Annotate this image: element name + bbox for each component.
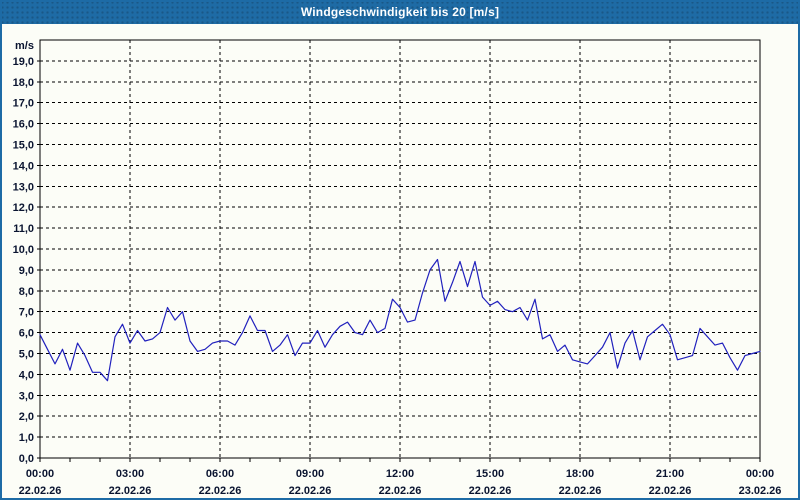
x-axis-time-label: 12:00 xyxy=(386,468,414,480)
x-axis-time-label: 06:00 xyxy=(206,468,234,480)
y-axis-tick-label: 11,0 xyxy=(13,223,34,235)
y-axis-unit-label: m/s xyxy=(15,40,34,52)
y-axis-tick-label: 7,0 xyxy=(19,307,34,319)
x-axis-time-label: 18:00 xyxy=(566,468,594,480)
y-axis-tick-label: 6,0 xyxy=(19,328,34,340)
x-axis-date-label: 22.02.26 xyxy=(109,485,152,497)
x-axis-date-label: 23.02.26 xyxy=(739,485,782,497)
y-axis-tick-label: 0,0 xyxy=(19,453,34,465)
y-axis-tick-label: 19,0 xyxy=(13,56,34,68)
x-axis-date-label: 22.02.26 xyxy=(19,485,62,497)
y-axis-tick-label: 4,0 xyxy=(19,369,34,381)
y-axis-tick-label: 12,0 xyxy=(13,202,34,214)
x-axis-time-label: 21:00 xyxy=(656,468,684,480)
y-axis-tick-label: 14,0 xyxy=(13,160,34,172)
y-axis-tick-label: 2,0 xyxy=(19,411,34,423)
y-axis-tick-label: 18,0 xyxy=(13,77,34,89)
x-axis-date-label: 22.02.26 xyxy=(289,485,332,497)
y-axis-tick-label: 8,0 xyxy=(19,286,34,298)
x-axis-date-label: 22.02.26 xyxy=(199,485,242,497)
y-axis-tick-label: 3,0 xyxy=(19,390,34,402)
x-axis-time-label: 00:00 xyxy=(746,468,774,480)
y-axis-tick-label: 5,0 xyxy=(19,349,34,361)
wind-speed-line xyxy=(39,258,761,382)
chart-title: Windgeschwindigkeit bis 20 [m/s] xyxy=(300,5,500,19)
y-axis-tick-label: 9,0 xyxy=(19,265,34,277)
title-bar: Windgeschwindigkeit bis 20 [m/s] xyxy=(2,2,798,24)
y-axis-tick-label: 10,0 xyxy=(13,244,34,256)
x-axis-date-label: 22.02.26 xyxy=(649,485,692,497)
x-axis-time-label: 03:00 xyxy=(116,468,144,480)
x-axis-date-label: 22.02.26 xyxy=(379,485,422,497)
x-axis-time-label: 00:00 xyxy=(26,468,54,480)
y-axis-tick-label: 16,0 xyxy=(13,119,34,131)
x-axis-time-label: 15:00 xyxy=(476,468,504,480)
x-axis-time-label: 09:00 xyxy=(296,468,324,480)
y-axis-tick-label: 15,0 xyxy=(13,140,34,152)
y-axis-tick-label: 13,0 xyxy=(13,181,34,193)
x-axis-date-label: 22.02.26 xyxy=(559,485,602,497)
y-axis-tick-label: 1,0 xyxy=(19,432,34,444)
x-axis-date-label: 22.02.26 xyxy=(469,485,512,497)
y-axis-tick-label: 17,0 xyxy=(13,98,34,110)
